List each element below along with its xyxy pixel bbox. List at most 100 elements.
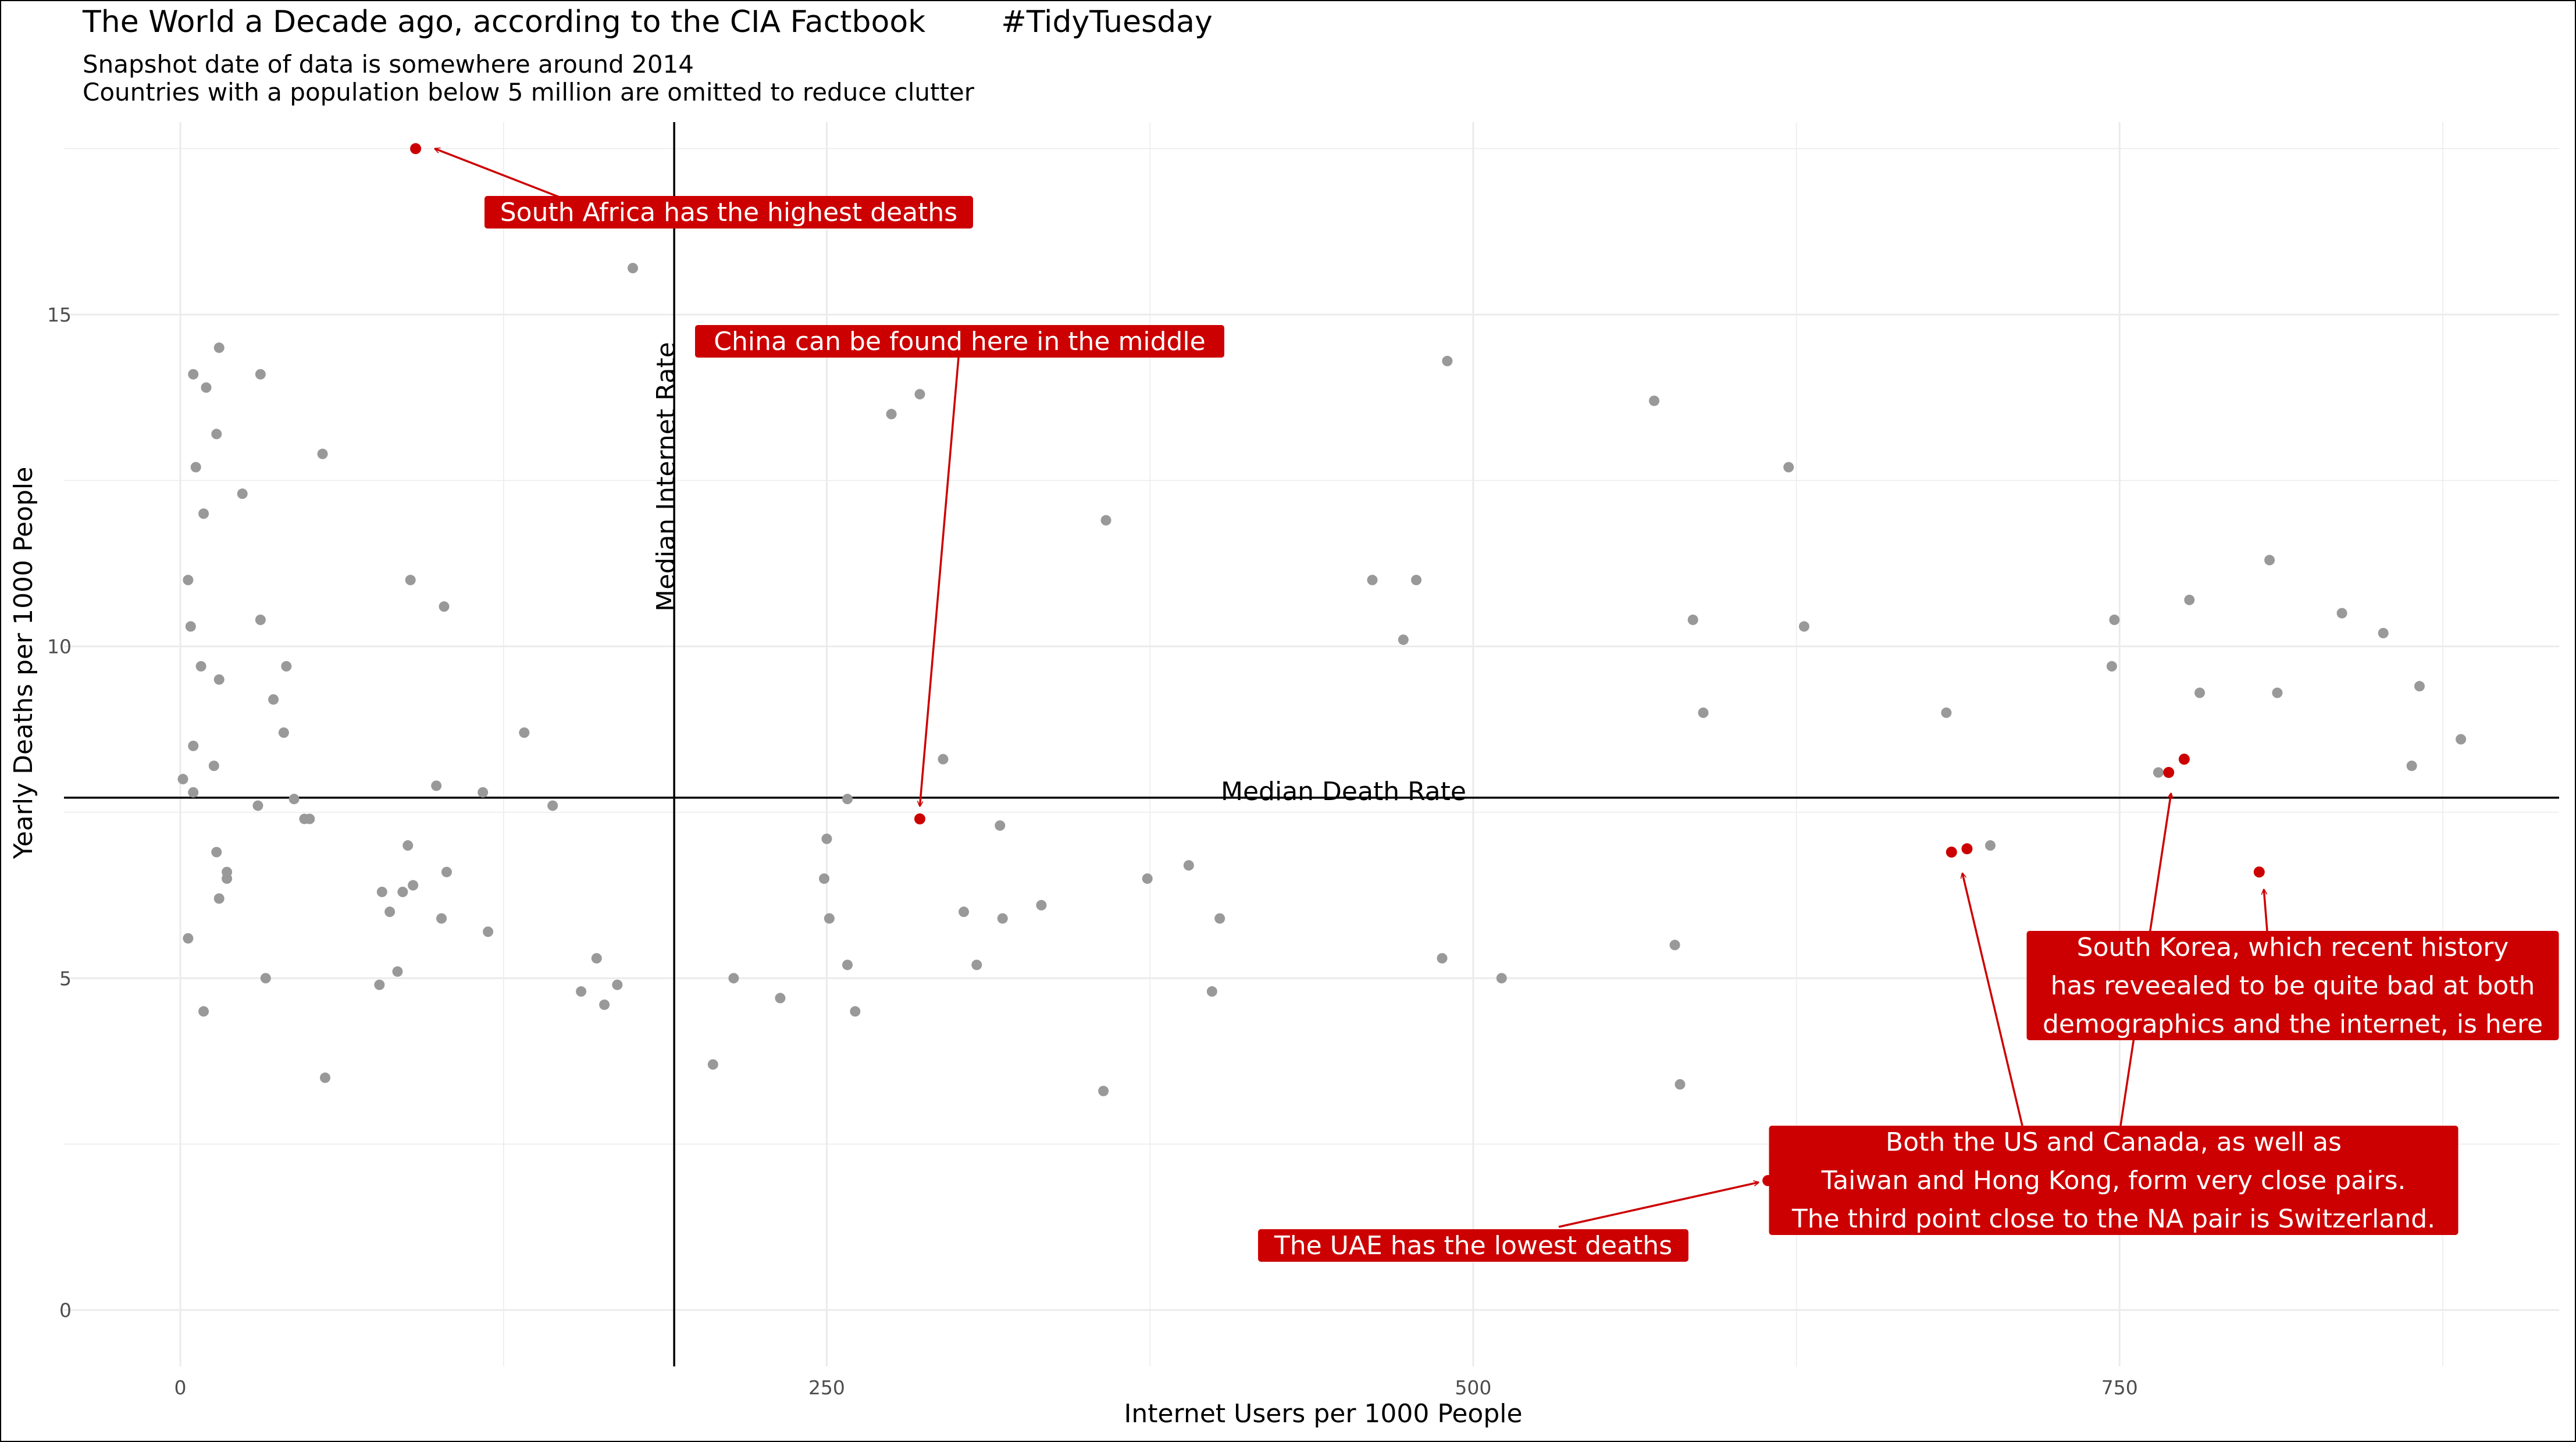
- scatter-point: [1984, 840, 1996, 851]
- scatter-point: [211, 429, 222, 440]
- scatter-point: [1367, 574, 1378, 586]
- scatter-point: [222, 873, 233, 884]
- annotation-text: The third point close to the NA pair is …: [1791, 1204, 2435, 1234]
- annotation-labels: South Africa has the highest deaths China…: [484, 196, 2559, 1262]
- scatter-point: [408, 880, 419, 891]
- scatter-point: [914, 388, 925, 399]
- highlight-point: [2253, 866, 2265, 878]
- scatter-point: [376, 886, 387, 897]
- scatter-point: [591, 953, 602, 964]
- y-axis-title: Yearly Deaths per 1000 People: [9, 467, 38, 860]
- scatter-point: [1398, 634, 1409, 645]
- annotation-box: [1258, 1229, 1688, 1262]
- y-tick-label: 10: [47, 636, 72, 658]
- scatter-point: [2378, 627, 2389, 638]
- scatter-point: [201, 382, 212, 393]
- chart-title: The World a Decade ago, according to the…: [83, 5, 1213, 40]
- scatter-point: [2456, 734, 2467, 745]
- scatter-point: [1206, 986, 1217, 997]
- scatter-point: [374, 979, 385, 990]
- scatter-point: [2406, 761, 2417, 772]
- scatter-point: [2153, 767, 2164, 778]
- scatter-point: [478, 787, 489, 798]
- highlight-point: [1946, 846, 1957, 858]
- scatter-point: [1674, 1079, 1686, 1090]
- scatter-point: [1100, 515, 1111, 526]
- scatter-point: [971, 959, 982, 970]
- annotation-arrow: [435, 149, 573, 204]
- scatter-point: [260, 973, 271, 984]
- scatter-point: [959, 906, 970, 918]
- scatter-point: [188, 787, 199, 798]
- annotation-arrow: [920, 357, 960, 806]
- scatter-point: [850, 1006, 861, 1017]
- scatter-point: [320, 1072, 331, 1083]
- scatter-point: [819, 873, 830, 884]
- annotation-text: Taiwan and Hong Kong, form very close pa…: [1821, 1166, 2406, 1195]
- scatter-point: [183, 933, 194, 944]
- scatter-point: [255, 369, 266, 380]
- annotation-text: South Korea, which recent history: [2077, 933, 2509, 962]
- grid-lines: [64, 122, 2559, 1366]
- scatter-point: [775, 993, 786, 1004]
- highlighted-points: [410, 143, 2265, 1186]
- highlight-point: [914, 813, 925, 824]
- scatter-point: [304, 813, 315, 824]
- scatter-point: [2106, 661, 2117, 672]
- annotation-text: China can be found here in the middle: [714, 327, 1205, 356]
- reference-lines: [64, 122, 2559, 1366]
- y-tick-label: 5: [59, 967, 72, 990]
- scatter-point: [547, 800, 558, 811]
- data-points: [177, 263, 2467, 1097]
- scatter-point: [317, 448, 328, 459]
- scatter-point: [824, 913, 835, 924]
- scatter-point: [405, 574, 416, 586]
- scatter-point: [842, 959, 853, 970]
- scatter-point: [886, 409, 897, 420]
- scatter-point: [2264, 555, 2275, 566]
- scatter-point: [2184, 594, 2195, 605]
- scatter-point: [198, 508, 209, 519]
- scatter-point: [188, 369, 199, 380]
- scatter-point: [431, 780, 442, 791]
- scatter-point: [1183, 860, 1194, 871]
- highlight-point: [410, 143, 422, 155]
- scatter-point: [1669, 940, 1680, 951]
- scatter-point: [1496, 973, 1507, 984]
- annotation-text: demographics and the internet, is here: [2043, 1009, 2543, 1039]
- scatter-point: [397, 886, 408, 897]
- x-axis-title: Internet Users per 1000 People: [1124, 1399, 1522, 1429]
- title-text: The World a Decade ago, according to the…: [83, 5, 926, 40]
- hashtag-text: #TidyTuesday: [1001, 5, 1213, 40]
- scatter-point: [821, 833, 832, 844]
- annotation-text: The UAE has the lowest deaths: [1274, 1231, 1672, 1261]
- axis-ticks: 0 250 500 750 0 5 10 15: [47, 304, 2138, 1399]
- median-death-rate-label: Median Death Rate: [1221, 777, 1466, 806]
- scatter-point: [211, 847, 222, 858]
- annotation-box: [484, 196, 973, 229]
- y-tick-label: 0: [59, 1299, 72, 1322]
- annotation-arrow: [1558, 1182, 1759, 1228]
- x-tick-label: 0: [174, 1376, 187, 1399]
- scatter-point: [439, 601, 450, 612]
- scatter-point: [2194, 687, 2206, 698]
- annotation-text: Both the US and Canada, as well as: [1886, 1127, 2342, 1157]
- scatter-point: [1437, 953, 1448, 964]
- scatter-point: [213, 893, 225, 904]
- scatter-point: [842, 794, 853, 805]
- y-tick-label: 15: [47, 304, 72, 326]
- scatter-point: [392, 966, 403, 977]
- scatter-point: [1214, 913, 1225, 924]
- median-internet-rate-label: Median Internet Rate: [651, 342, 681, 612]
- scatter-point: [213, 342, 225, 354]
- scatter-point: [576, 986, 587, 997]
- scatter-point: [1687, 615, 1698, 625]
- scatter-point: [268, 694, 279, 705]
- scatter-point: [2414, 681, 2425, 692]
- scatter-point: [707, 1059, 718, 1070]
- scatter-point: [252, 800, 263, 811]
- scatter-point: [1411, 574, 1422, 586]
- scatter-point: [208, 761, 219, 772]
- x-tick-label: 500: [1455, 1376, 1491, 1399]
